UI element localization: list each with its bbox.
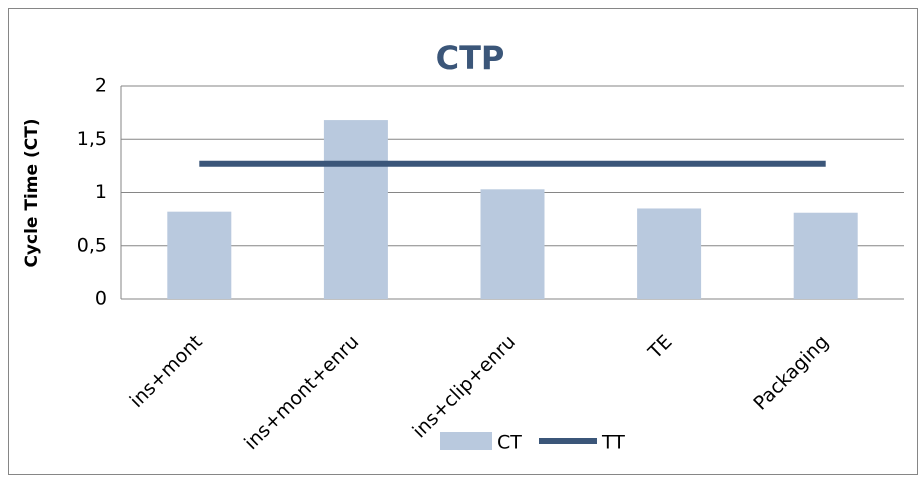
bar xyxy=(637,208,702,299)
bar xyxy=(793,212,858,299)
legend-swatch xyxy=(440,432,492,450)
y-tick-label: 1 xyxy=(95,181,107,203)
y-tick-label: 2 xyxy=(95,75,107,97)
y-tick-label: 0 xyxy=(95,288,107,310)
bar xyxy=(323,120,388,299)
y-tick-label: 0,5 xyxy=(77,234,107,256)
bar xyxy=(480,189,545,299)
legend-label: CT xyxy=(497,432,522,454)
chart-title: CTP xyxy=(436,39,505,77)
y-axis-label: Cycle Time (CT) xyxy=(22,118,42,267)
y-tick-label: 1,5 xyxy=(77,128,107,150)
legend-label: TT xyxy=(601,432,625,454)
bar xyxy=(167,211,232,299)
